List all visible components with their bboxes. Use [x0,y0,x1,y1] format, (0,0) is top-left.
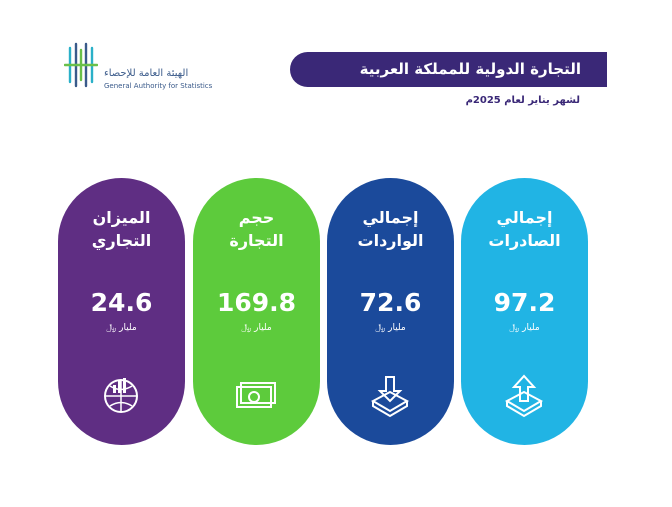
card-title: التجارة [229,231,284,250]
card-unit: مليار ﷼ [375,323,406,333]
card-value: 72.6 [359,288,422,317]
card-icon [104,378,138,413]
card-title: الميزان [92,208,151,227]
card-icon [370,376,410,418]
card-title: الصادرات [488,231,561,250]
card-unit: مليار ﷼ [241,323,272,333]
card-unit: مليار ﷼ [106,323,137,333]
card-title: إجمالي [496,208,553,227]
card-title: الواردات [357,231,424,250]
card-title: التجاري [91,231,152,250]
card-unit: مليار ﷼ [509,323,540,333]
card-value: 169.8 [216,288,297,317]
subtitle: لشهر يناير لعام 2025م [465,95,580,106]
stat-card: حجم التجارة 169.8 مليار ﷼ [193,178,320,445]
org-name-ar: الهيئة العامة للإحصاء [104,68,189,79]
card-value: 24.6 [90,288,153,317]
card-title: إجمالي [362,208,419,227]
logo-mark [64,42,98,88]
card-icon [504,374,544,418]
stat-card: إجمالي الواردات 72.6 مليار ﷼ [327,178,454,445]
stat-card: إجمالي الصادرات 97.2 مليار ﷼ [461,178,588,445]
card-value: 97.2 [493,288,556,317]
stat-card: الميزان التجاري 24.6 مليار ﷼ [58,178,185,445]
card-title: حجم [238,208,275,227]
title: التجارة الدولية للمملكة العربية السعودية [290,52,607,113]
org-name-en: General Authority for Statistics [104,82,213,90]
card-icon [236,382,276,408]
